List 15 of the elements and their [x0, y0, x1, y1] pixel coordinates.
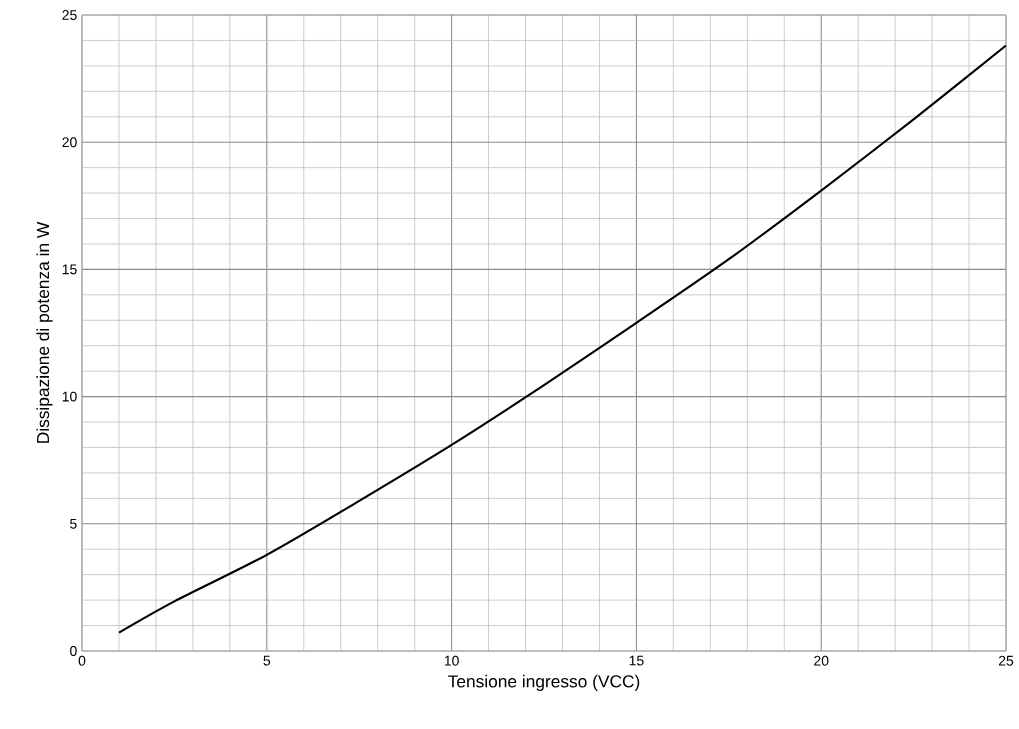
x-tick-label: 10 — [444, 655, 459, 666]
y-axis-title: Dissipazione di potenza in W — [36, 221, 53, 443]
y-tick-label: 10 — [62, 391, 77, 402]
line-series — [117, 44, 1007, 634]
y-tick-label: 0 — [70, 646, 77, 656]
x-axis-title: Tensione ingresso (VCC) — [448, 674, 640, 691]
x-tick-label: 20 — [814, 655, 829, 666]
y-tick-label: 5 — [70, 518, 77, 529]
x-tick-label: 25 — [998, 655, 1014, 666]
x-tick-label: 15 — [629, 655, 644, 666]
y-tick-label: 20 — [62, 137, 77, 148]
y-tick-label: 25 — [62, 10, 77, 20]
x-tick-label: 0 — [78, 655, 86, 666]
x-tick-label: 5 — [263, 655, 271, 666]
y-tick-label: 15 — [62, 264, 77, 275]
